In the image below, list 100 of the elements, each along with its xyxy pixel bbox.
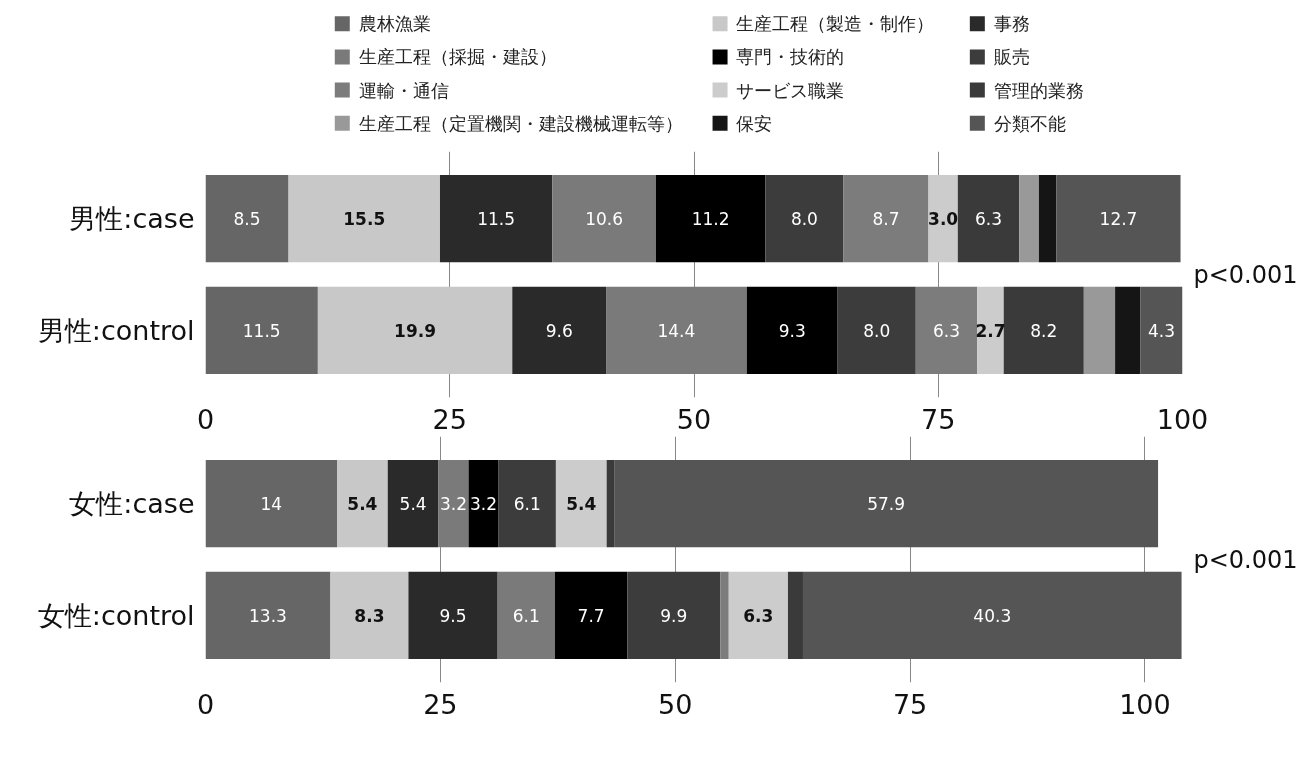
- data-label: 13.3: [249, 605, 287, 626]
- legend-label: 生産工程（定置機関・建設機械運転等）: [358, 112, 683, 134]
- data-label: 3.2: [470, 494, 498, 515]
- legend-label: 専門・技術的: [736, 46, 845, 68]
- legend-label: 運輸・通信: [358, 79, 449, 101]
- data-label: 6.3: [743, 605, 774, 626]
- x-tick-label: 50: [658, 688, 693, 720]
- bar: [1019, 174, 1039, 263]
- data-label: 4.3: [1147, 320, 1176, 341]
- bar: [802, 571, 1182, 660]
- bar: [928, 174, 958, 263]
- legend-label: 分類不能: [993, 112, 1066, 134]
- bar: [837, 286, 916, 375]
- bar: [957, 174, 1020, 263]
- data-label: 5.4: [566, 494, 597, 515]
- bar: [606, 459, 615, 548]
- data-label: 8.0: [863, 320, 891, 341]
- data-label: 9.9: [660, 605, 688, 626]
- bar: [1083, 286, 1116, 375]
- legend-label: 事務: [993, 13, 1030, 35]
- data-label: 57.9: [867, 494, 906, 515]
- bar: [720, 571, 729, 660]
- data-label: 8.5: [233, 209, 261, 230]
- bar: [765, 174, 844, 263]
- bar: [728, 571, 788, 660]
- data-label: 7.7: [577, 605, 605, 626]
- bar: [317, 286, 513, 375]
- text: p<0.001: [1193, 545, 1298, 574]
- bar: [330, 571, 409, 660]
- bar: [438, 459, 469, 548]
- y-tick-label: 男性:control: [37, 314, 195, 346]
- y-tick-label: 女性:case: [69, 488, 195, 520]
- x-tick-label: 75: [921, 403, 956, 435]
- data-label: 11.5: [242, 320, 281, 341]
- bar: [606, 286, 747, 375]
- data-label: 8.2: [1030, 320, 1058, 341]
- bar: [552, 174, 656, 263]
- data-label: 5.4: [347, 494, 378, 515]
- data-label: 8.3: [354, 605, 385, 626]
- x-tick-label: 50: [676, 403, 712, 435]
- data-label: 5.4: [399, 494, 427, 515]
- y-tick-label: 男性:case: [69, 203, 195, 235]
- bar: [439, 174, 553, 263]
- data-label: 15.5: [343, 209, 386, 230]
- bar: [205, 174, 289, 263]
- bar: [205, 286, 318, 375]
- bar: [1003, 286, 1084, 375]
- legend-label: 管理的業務: [993, 79, 1084, 101]
- data-label: 14.4: [657, 320, 696, 341]
- bar: [387, 459, 439, 548]
- x-tick-label: 100: [1156, 403, 1209, 435]
- text: p<0.001: [1193, 260, 1298, 289]
- bar: [205, 459, 338, 548]
- data-label: 8.7: [872, 209, 900, 230]
- legend-label: サービス職業: [736, 79, 845, 101]
- data-label: 3.0: [928, 209, 959, 230]
- bar: [627, 571, 721, 660]
- bar: [1140, 286, 1183, 375]
- bar: [497, 571, 555, 660]
- bar: [746, 286, 838, 375]
- y-tick-label: 女性:control: [37, 599, 195, 631]
- bar: [1056, 174, 1181, 263]
- data-label: 6.3: [975, 209, 1003, 230]
- bar: [468, 459, 499, 548]
- bar: [1115, 286, 1141, 375]
- data-label: 12.7: [1099, 209, 1138, 230]
- x-tick-label: 75: [892, 688, 928, 720]
- x-tick-label: 25: [423, 688, 458, 720]
- legend-label: 保安: [736, 112, 773, 134]
- bar: [288, 174, 440, 263]
- bar: [512, 286, 607, 375]
- data-label: 9.6: [545, 320, 573, 341]
- data-label: 9.3: [778, 320, 806, 341]
- data-label: 19.9: [394, 320, 437, 341]
- x-tick-label: 25: [432, 403, 467, 435]
- legend-label: 販売: [993, 46, 1030, 68]
- bar: [337, 459, 388, 548]
- x-tick-label: 0: [196, 688, 215, 720]
- data-label: 11.2: [691, 209, 730, 230]
- bar: [843, 174, 929, 263]
- bar: [1038, 174, 1057, 263]
- bar: [787, 571, 803, 660]
- data-label: 14: [260, 494, 283, 515]
- data-label: 6.1: [513, 494, 541, 515]
- data-label: 11.5: [477, 209, 516, 230]
- bar: [555, 459, 607, 548]
- data-label: 3.2: [439, 494, 468, 515]
- x-tick-label: 100: [1119, 688, 1171, 720]
- data-label: 8.0: [790, 209, 818, 230]
- bar: [408, 571, 498, 660]
- x-tick-label: 0: [196, 403, 215, 435]
- legend-label: 生産工程（採掘・建設）: [358, 46, 557, 68]
- data-label: 10.6: [585, 209, 624, 230]
- bar: [614, 459, 1159, 548]
- legend-label: 生産工程（製造・制作）: [736, 13, 935, 35]
- bar: [554, 571, 628, 660]
- data-label: 9.5: [439, 605, 467, 626]
- bar: [498, 459, 556, 548]
- bar: [205, 571, 331, 660]
- bar: [655, 174, 766, 263]
